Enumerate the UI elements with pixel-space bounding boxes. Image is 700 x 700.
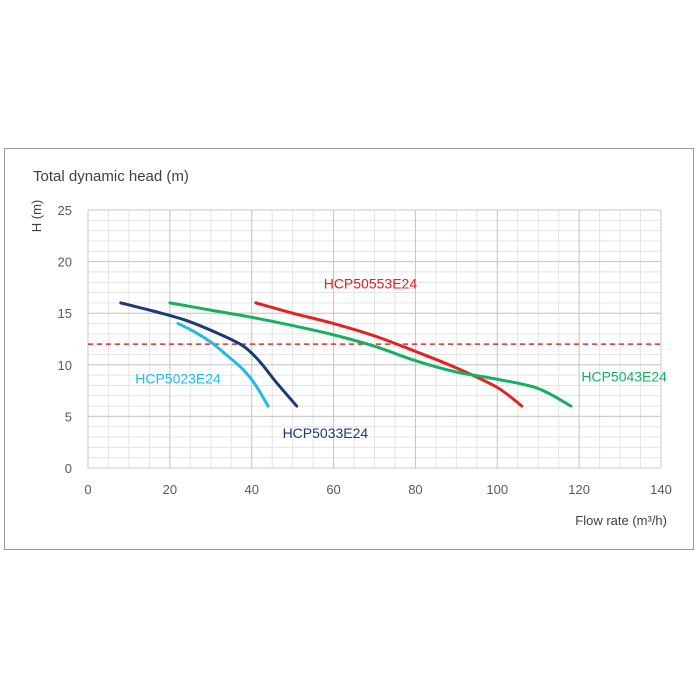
y-axis-label: H (m) [29, 200, 44, 233]
series-label-hcp50553e24: HCP50553E24 [324, 275, 418, 291]
x-tick-label: 100 [486, 482, 508, 497]
series-labels-layer: HCP50553E24 HCP5043E24 HCP5033E24 HCP5023E2… [135, 275, 667, 441]
x-tick-label: 60 [326, 482, 340, 497]
chart-title: Total dynamic head (m) [33, 168, 189, 185]
series-label-hcp5023e24: HCP5023E24 [135, 370, 221, 386]
series-line-hcp5023e24 [176, 322, 270, 408]
series-line-hcp50553e24 [254, 301, 524, 408]
y-tick-label: 10 [58, 358, 72, 373]
y-tick-label: 5 [65, 409, 72, 424]
y-tick-label: 20 [58, 255, 72, 270]
chart-frame: 0 20 40 60 80 100 120 140 0 5 10 15 20 25 HCP50553E24… [4, 148, 694, 550]
chart-svg: 0 20 40 60 80 100 120 140 0 5 10 15 20 25 HCP50553E24… [29, 168, 672, 528]
x-tick-label: 20 [163, 482, 177, 497]
y-tick-label: 0 [65, 461, 72, 476]
series-line-hcp5033e24 [119, 301, 299, 408]
grid-layer [87, 209, 662, 469]
series-label-hcp5043e24: HCP5043E24 [581, 368, 667, 384]
series-label-hcp5033e24: HCP5033E24 [283, 425, 369, 441]
x-tick-label: 120 [568, 482, 590, 497]
x-tick-label: 80 [408, 482, 422, 497]
y-tick-label: 25 [58, 203, 72, 218]
series-layer [119, 301, 573, 408]
series-line-hcp5043e24 [168, 301, 573, 408]
x-tick-label: 0 [84, 482, 91, 497]
x-tick-label: 140 [650, 482, 672, 497]
x-tick-label: 40 [244, 482, 258, 497]
x-axis-label: Flow rate (m³/h) [575, 513, 667, 528]
y-tick-label: 15 [58, 306, 72, 321]
ticks-layer: 0 20 40 60 80 100 120 140 0 5 10 15 20 25 [58, 203, 672, 497]
